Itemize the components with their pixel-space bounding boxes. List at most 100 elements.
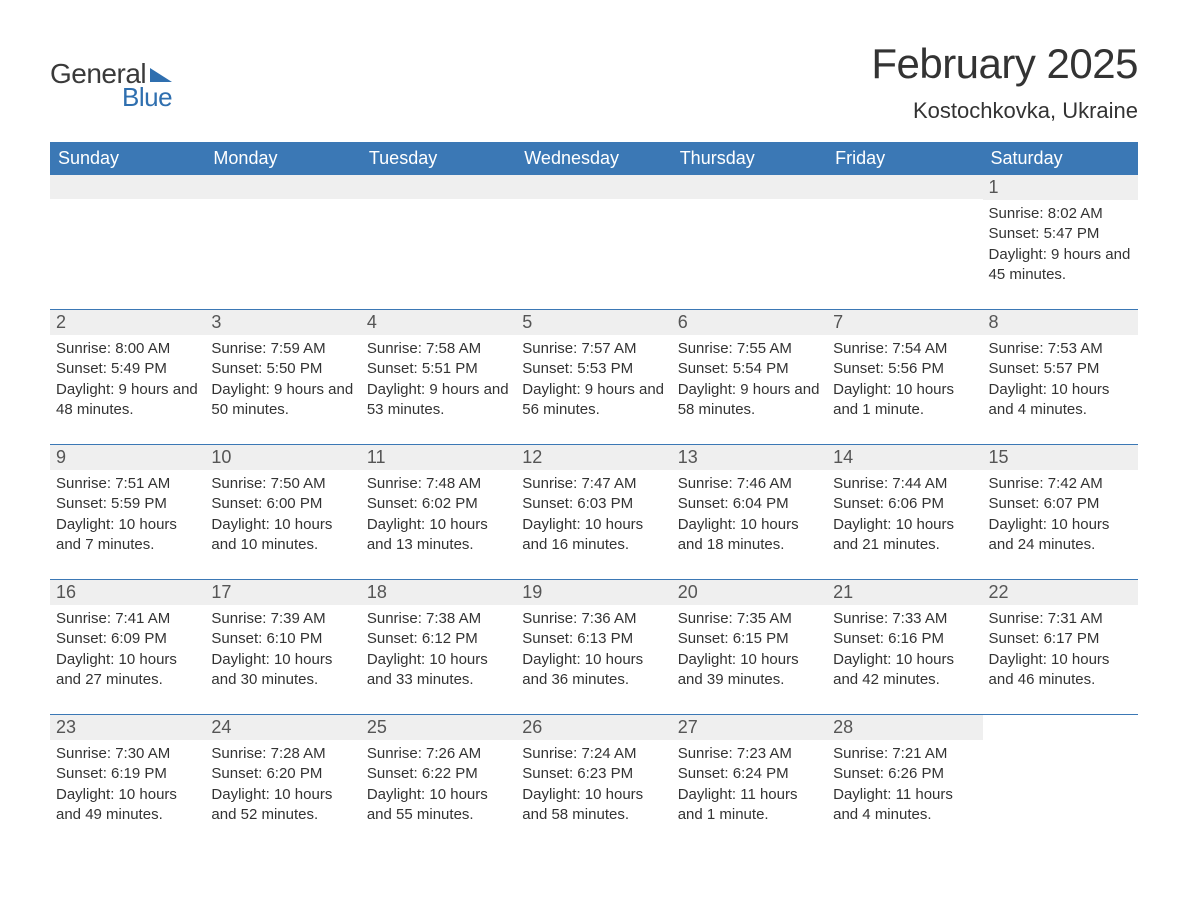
empty-day-bar bbox=[827, 175, 982, 199]
day-detail: Sunrise: 7:41 AMSunset: 6:09 PMDaylight:… bbox=[54, 609, 201, 690]
day-number: 27 bbox=[672, 715, 827, 740]
sunrise-text: Sunrise: 7:38 AM bbox=[367, 609, 510, 629]
calendar-cell: 26Sunrise: 7:24 AMSunset: 6:23 PMDayligh… bbox=[516, 715, 671, 829]
day-detail: Sunrise: 7:44 AMSunset: 6:06 PMDaylight:… bbox=[831, 474, 978, 555]
calendar-cell: 4Sunrise: 7:58 AMSunset: 5:51 PMDaylight… bbox=[361, 310, 516, 424]
calendar-cell bbox=[50, 175, 205, 289]
calendar-cell: 20 Sunrise: 7:35 AMSunset: 6:15 PMDayligh… bbox=[672, 580, 827, 694]
sunrise-text: Sunrise: 7:28 AM bbox=[211, 744, 354, 764]
calendar-cell bbox=[516, 175, 671, 289]
daylight-text: Daylight: 10 hours and 13 minutes. bbox=[367, 515, 510, 556]
calendar-cell bbox=[672, 175, 827, 289]
calendar-cell: 8 Sunrise: 7:53 AMSunset: 5:57 PMDaylight… bbox=[983, 310, 1138, 424]
day-number: 19 bbox=[516, 580, 671, 605]
sunset-text: Sunset: 5:47 PM bbox=[989, 224, 1132, 244]
day-detail: Sunrise: 7:39 AMSunset: 6:10 PMDaylight:… bbox=[209, 609, 356, 690]
sunset-text: Sunset: 6:24 PM bbox=[678, 764, 821, 784]
day-header-row: Sunday Monday Tuesday Wednesday Thursday… bbox=[50, 142, 1138, 175]
sunrise-text: Sunrise: 7:31 AM bbox=[989, 609, 1132, 629]
sunset-text: Sunset: 6:07 PM bbox=[989, 494, 1132, 514]
calendar: Sunday Monday Tuesday Wednesday Thursday… bbox=[50, 142, 1138, 829]
calendar-cell: 10Sunrise: 7:50 AMSunset: 6:00 PMDayligh… bbox=[205, 445, 360, 559]
day-number: 5 bbox=[516, 310, 671, 335]
sunrise-text: Sunrise: 7:46 AM bbox=[678, 474, 821, 494]
sunrise-text: Sunrise: 7:59 AM bbox=[211, 339, 354, 359]
day-detail: Sunrise: 7:35 AMSunset: 6:15 PMDaylight:… bbox=[676, 609, 823, 690]
calendar-cell: 16Sunrise: 7:41 AMSunset: 6:09 PMDayligh… bbox=[50, 580, 205, 694]
calendar-cell: 22Sunrise: 7:31 AMSunset: 6:17 PMDayligh… bbox=[983, 580, 1138, 694]
empty-day-bar bbox=[50, 175, 205, 199]
day-number: 8 bbox=[983, 310, 1138, 335]
day-number: 20 bbox=[672, 580, 827, 605]
sunset-text: Sunset: 5:50 PM bbox=[211, 359, 354, 379]
daylight-text: Daylight: 10 hours and 39 minutes. bbox=[678, 650, 821, 691]
sunrise-text: Sunrise: 7:21 AM bbox=[833, 744, 976, 764]
calendar-cell: 15 Sunrise: 7:42 AMSunset: 6:07 PMDayligh… bbox=[983, 445, 1138, 559]
empty-day-bar bbox=[205, 175, 360, 199]
day-number: 1 bbox=[983, 175, 1138, 200]
sunrise-text: Sunrise: 8:02 AM bbox=[989, 204, 1132, 224]
sunrise-text: Sunrise: 7:48 AM bbox=[367, 474, 510, 494]
dayhead-tuesday: Tuesday bbox=[361, 142, 516, 175]
sunset-text: Sunset: 6:12 PM bbox=[367, 629, 510, 649]
daylight-text: Daylight: 9 hours and 56 minutes. bbox=[522, 380, 665, 421]
daylight-text: Daylight: 10 hours and 10 minutes. bbox=[211, 515, 354, 556]
calendar-cell: 11Sunrise: 7:48 AMSunset: 6:02 PMDayligh… bbox=[361, 445, 516, 559]
sunrise-text: Sunrise: 7:41 AM bbox=[56, 609, 199, 629]
sunset-text: Sunset: 6:09 PM bbox=[56, 629, 199, 649]
calendar-cell: 5 Sunrise: 7:57 AMSunset: 5:53 PMDaylight… bbox=[516, 310, 671, 424]
calendar-week: 2Sunrise: 8:00 AMSunset: 5:49 PMDaylight… bbox=[50, 309, 1138, 424]
sunrise-text: Sunrise: 7:44 AM bbox=[833, 474, 976, 494]
logo: General Blue bbox=[50, 40, 172, 113]
day-number: 13 bbox=[672, 445, 827, 470]
sunset-text: Sunset: 6:17 PM bbox=[989, 629, 1132, 649]
dayhead-friday: Friday bbox=[827, 142, 982, 175]
calendar-cell: 7Sunrise: 7:54 AMSunset: 5:56 PMDaylight… bbox=[827, 310, 982, 424]
month-title: February 2025 bbox=[871, 40, 1138, 88]
sunset-text: Sunset: 6:20 PM bbox=[211, 764, 354, 784]
day-detail: Sunrise: 7:47 AMSunset: 6:03 PMDaylight:… bbox=[520, 474, 667, 555]
calendar-cell bbox=[983, 715, 1138, 829]
day-number: 2 bbox=[50, 310, 205, 335]
sunset-text: Sunset: 5:49 PM bbox=[56, 359, 199, 379]
title-block: February 2025 Kostochkovka, Ukraine bbox=[871, 40, 1138, 136]
day-detail: Sunrise: 7:21 AMSunset: 6:26 PMDaylight:… bbox=[831, 744, 978, 825]
sunrise-text: Sunrise: 7:57 AM bbox=[522, 339, 665, 359]
day-number: 7 bbox=[827, 310, 982, 335]
calendar-cell: 12Sunrise: 7:47 AMSunset: 6:03 PMDayligh… bbox=[516, 445, 671, 559]
calendar-cell: 6Sunrise: 7:55 AMSunset: 5:54 PMDaylight… bbox=[672, 310, 827, 424]
calendar-cell: 19Sunrise: 7:36 AMSunset: 6:13 PMDayligh… bbox=[516, 580, 671, 694]
day-detail: Sunrise: 7:30 AMSunset: 6:19 PMDaylight:… bbox=[54, 744, 201, 825]
sunset-text: Sunset: 5:54 PM bbox=[678, 359, 821, 379]
day-detail: Sunrise: 7:53 AMSunset: 5:57 PMDaylight:… bbox=[987, 339, 1134, 420]
daylight-text: Daylight: 10 hours and 58 minutes. bbox=[522, 785, 665, 826]
sunset-text: Sunset: 6:16 PM bbox=[833, 629, 976, 649]
day-number: 9 bbox=[50, 445, 205, 470]
sunrise-text: Sunrise: 7:35 AM bbox=[678, 609, 821, 629]
daylight-text: Daylight: 10 hours and 36 minutes. bbox=[522, 650, 665, 691]
sunrise-text: Sunrise: 7:39 AM bbox=[211, 609, 354, 629]
day-number: 15 bbox=[983, 445, 1138, 470]
day-detail: Sunrise: 7:51 AMSunset: 5:59 PMDaylight:… bbox=[54, 474, 201, 555]
day-detail: Sunrise: 7:57 AMSunset: 5:53 PMDaylight:… bbox=[520, 339, 667, 420]
location-label: Kostochkovka, Ukraine bbox=[871, 98, 1138, 124]
calendar-week: 1Sunrise: 8:02 AMSunset: 5:47 PMDaylight… bbox=[50, 175, 1138, 289]
daylight-text: Daylight: 10 hours and 4 minutes. bbox=[989, 380, 1132, 421]
sunset-text: Sunset: 6:04 PM bbox=[678, 494, 821, 514]
logo-triangle-icon bbox=[150, 68, 172, 82]
dayhead-wednesday: Wednesday bbox=[516, 142, 671, 175]
day-number: 14 bbox=[827, 445, 982, 470]
dayhead-monday: Monday bbox=[205, 142, 360, 175]
daylight-text: Daylight: 10 hours and 18 minutes. bbox=[678, 515, 821, 556]
daylight-text: Daylight: 10 hours and 7 minutes. bbox=[56, 515, 199, 556]
calendar-cell: 25Sunrise: 7:26 AMSunset: 6:22 PMDayligh… bbox=[361, 715, 516, 829]
sunset-text: Sunset: 5:57 PM bbox=[989, 359, 1132, 379]
day-number: 10 bbox=[205, 445, 360, 470]
day-detail: Sunrise: 7:59 AMSunset: 5:50 PMDaylight:… bbox=[209, 339, 356, 420]
daylight-text: Daylight: 9 hours and 50 minutes. bbox=[211, 380, 354, 421]
day-detail: Sunrise: 7:42 AMSunset: 6:07 PMDaylight:… bbox=[987, 474, 1134, 555]
day-detail: Sunrise: 7:33 AMSunset: 6:16 PMDaylight:… bbox=[831, 609, 978, 690]
sunrise-text: Sunrise: 7:23 AM bbox=[678, 744, 821, 764]
calendar-cell: 24Sunrise: 7:28 AMSunset: 6:20 PMDayligh… bbox=[205, 715, 360, 829]
sunset-text: Sunset: 6:15 PM bbox=[678, 629, 821, 649]
